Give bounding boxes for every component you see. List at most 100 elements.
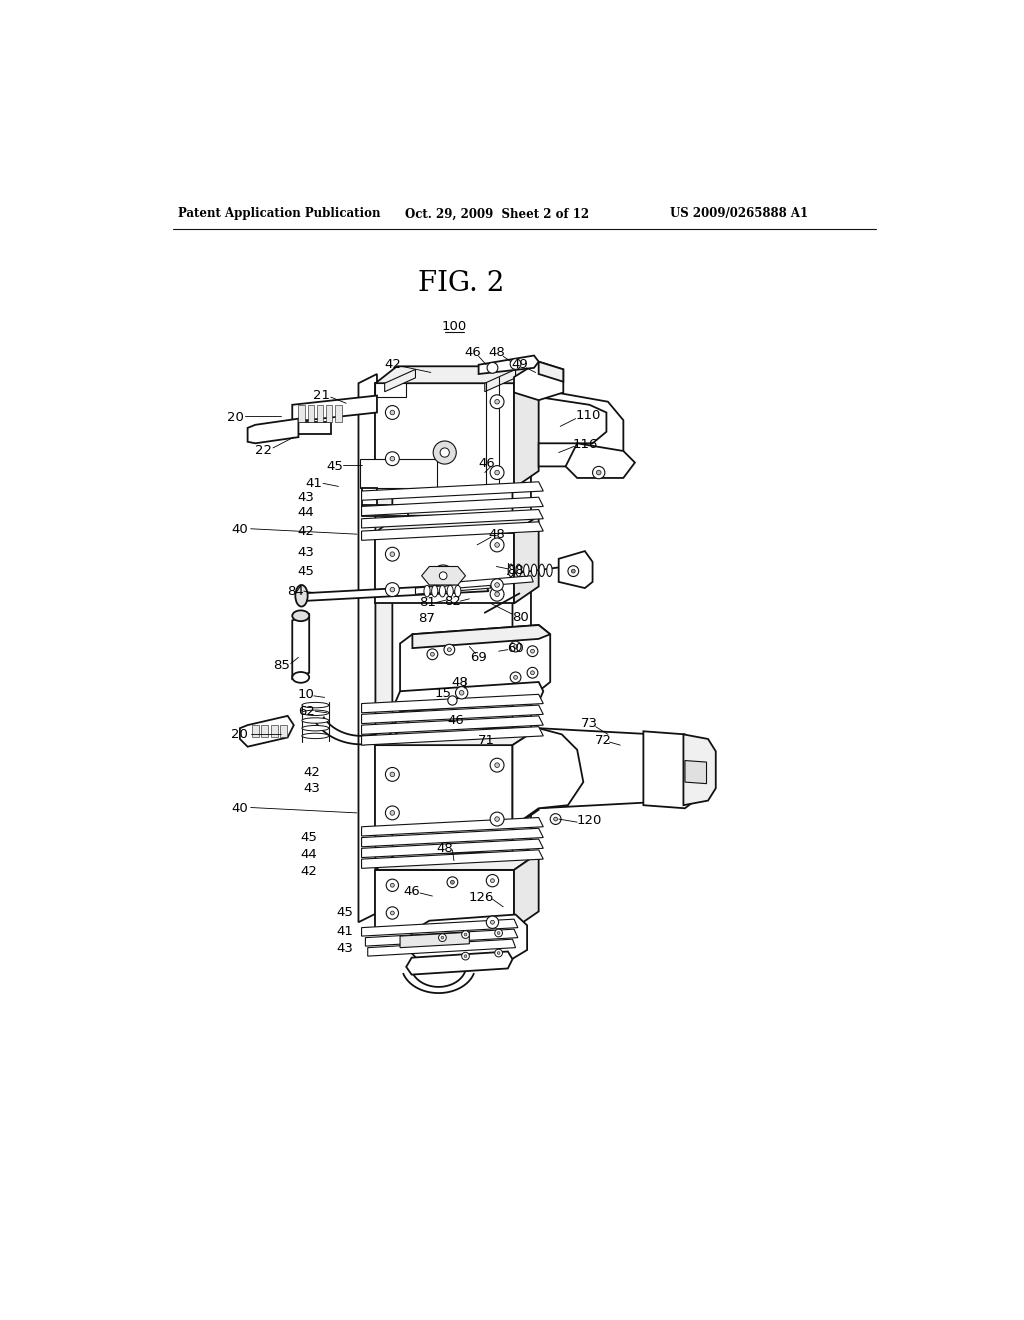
Circle shape [385,582,399,597]
Text: 45: 45 [298,565,314,578]
Circle shape [456,686,468,700]
Polygon shape [298,405,304,422]
Polygon shape [240,715,294,747]
Circle shape [495,543,500,548]
Circle shape [490,539,504,552]
Polygon shape [361,726,544,744]
Text: 45: 45 [336,907,353,920]
Circle shape [439,572,447,579]
Circle shape [438,933,446,941]
Circle shape [385,451,399,466]
Text: Patent Application Publication: Patent Application Publication [178,207,381,220]
Polygon shape [458,576,534,589]
Circle shape [495,582,500,587]
Text: US 2009/0265888 A1: US 2009/0265888 A1 [670,207,808,220]
Polygon shape [366,929,518,946]
Text: 44: 44 [298,506,314,519]
Circle shape [495,817,500,821]
Circle shape [495,949,503,957]
Text: 62: 62 [298,705,314,718]
Text: 81: 81 [420,597,436,610]
Polygon shape [376,729,539,744]
Ellipse shape [424,585,430,597]
Circle shape [495,470,500,475]
Text: 48: 48 [488,346,506,359]
Text: 60: 60 [507,642,524,655]
Ellipse shape [292,610,309,622]
Polygon shape [376,870,514,928]
Polygon shape [376,744,514,826]
Polygon shape [336,405,342,422]
Circle shape [430,652,434,656]
Circle shape [490,466,504,479]
Circle shape [510,359,521,370]
Ellipse shape [523,564,529,577]
Text: 48: 48 [452,676,469,689]
Circle shape [390,911,394,915]
Text: 85: 85 [273,659,290,672]
Polygon shape [270,725,278,738]
Polygon shape [376,374,392,923]
Text: 42: 42 [301,865,317,878]
Circle shape [462,952,469,960]
Ellipse shape [516,564,521,577]
Polygon shape [300,583,488,601]
Circle shape [390,457,394,461]
Polygon shape [395,682,544,711]
Circle shape [486,874,499,887]
Text: 43: 43 [298,546,314,560]
Text: 46: 46 [403,884,420,898]
Text: 72: 72 [595,734,612,747]
Circle shape [390,411,394,414]
Circle shape [390,883,394,887]
Polygon shape [514,362,563,400]
Polygon shape [361,850,544,869]
Text: 48: 48 [436,842,453,855]
Text: 44: 44 [301,847,317,861]
Ellipse shape [292,672,309,682]
Circle shape [527,645,538,656]
Circle shape [495,763,500,767]
Circle shape [427,649,438,660]
Polygon shape [683,734,716,805]
Circle shape [386,907,398,919]
Polygon shape [512,372,531,858]
Circle shape [490,578,503,591]
Circle shape [530,671,535,675]
Polygon shape [292,614,309,678]
Polygon shape [358,374,377,923]
Text: 15: 15 [434,686,452,700]
Circle shape [498,952,500,954]
Text: 43: 43 [298,491,314,504]
Polygon shape [512,729,654,826]
Polygon shape [361,817,544,836]
Polygon shape [376,383,514,488]
Polygon shape [292,396,377,422]
Ellipse shape [302,733,329,739]
Circle shape [596,470,601,475]
Polygon shape [361,482,544,500]
Polygon shape [361,840,544,858]
Text: 41: 41 [305,477,323,490]
Polygon shape [376,383,407,397]
Circle shape [432,565,454,586]
Polygon shape [685,760,707,784]
Text: 42: 42 [304,767,321,779]
Polygon shape [360,459,437,488]
Polygon shape [252,725,259,738]
Polygon shape [361,705,544,723]
Polygon shape [400,932,469,948]
Circle shape [593,466,605,479]
Circle shape [550,813,561,825]
Circle shape [490,812,504,826]
Text: 43: 43 [336,942,353,954]
Ellipse shape [302,710,329,715]
Text: 84: 84 [287,585,304,598]
Ellipse shape [531,564,537,577]
Circle shape [464,933,467,936]
Polygon shape [376,533,514,603]
Polygon shape [368,940,515,956]
Text: 46: 46 [465,346,481,359]
Text: 45: 45 [327,459,343,473]
Polygon shape [400,626,550,701]
